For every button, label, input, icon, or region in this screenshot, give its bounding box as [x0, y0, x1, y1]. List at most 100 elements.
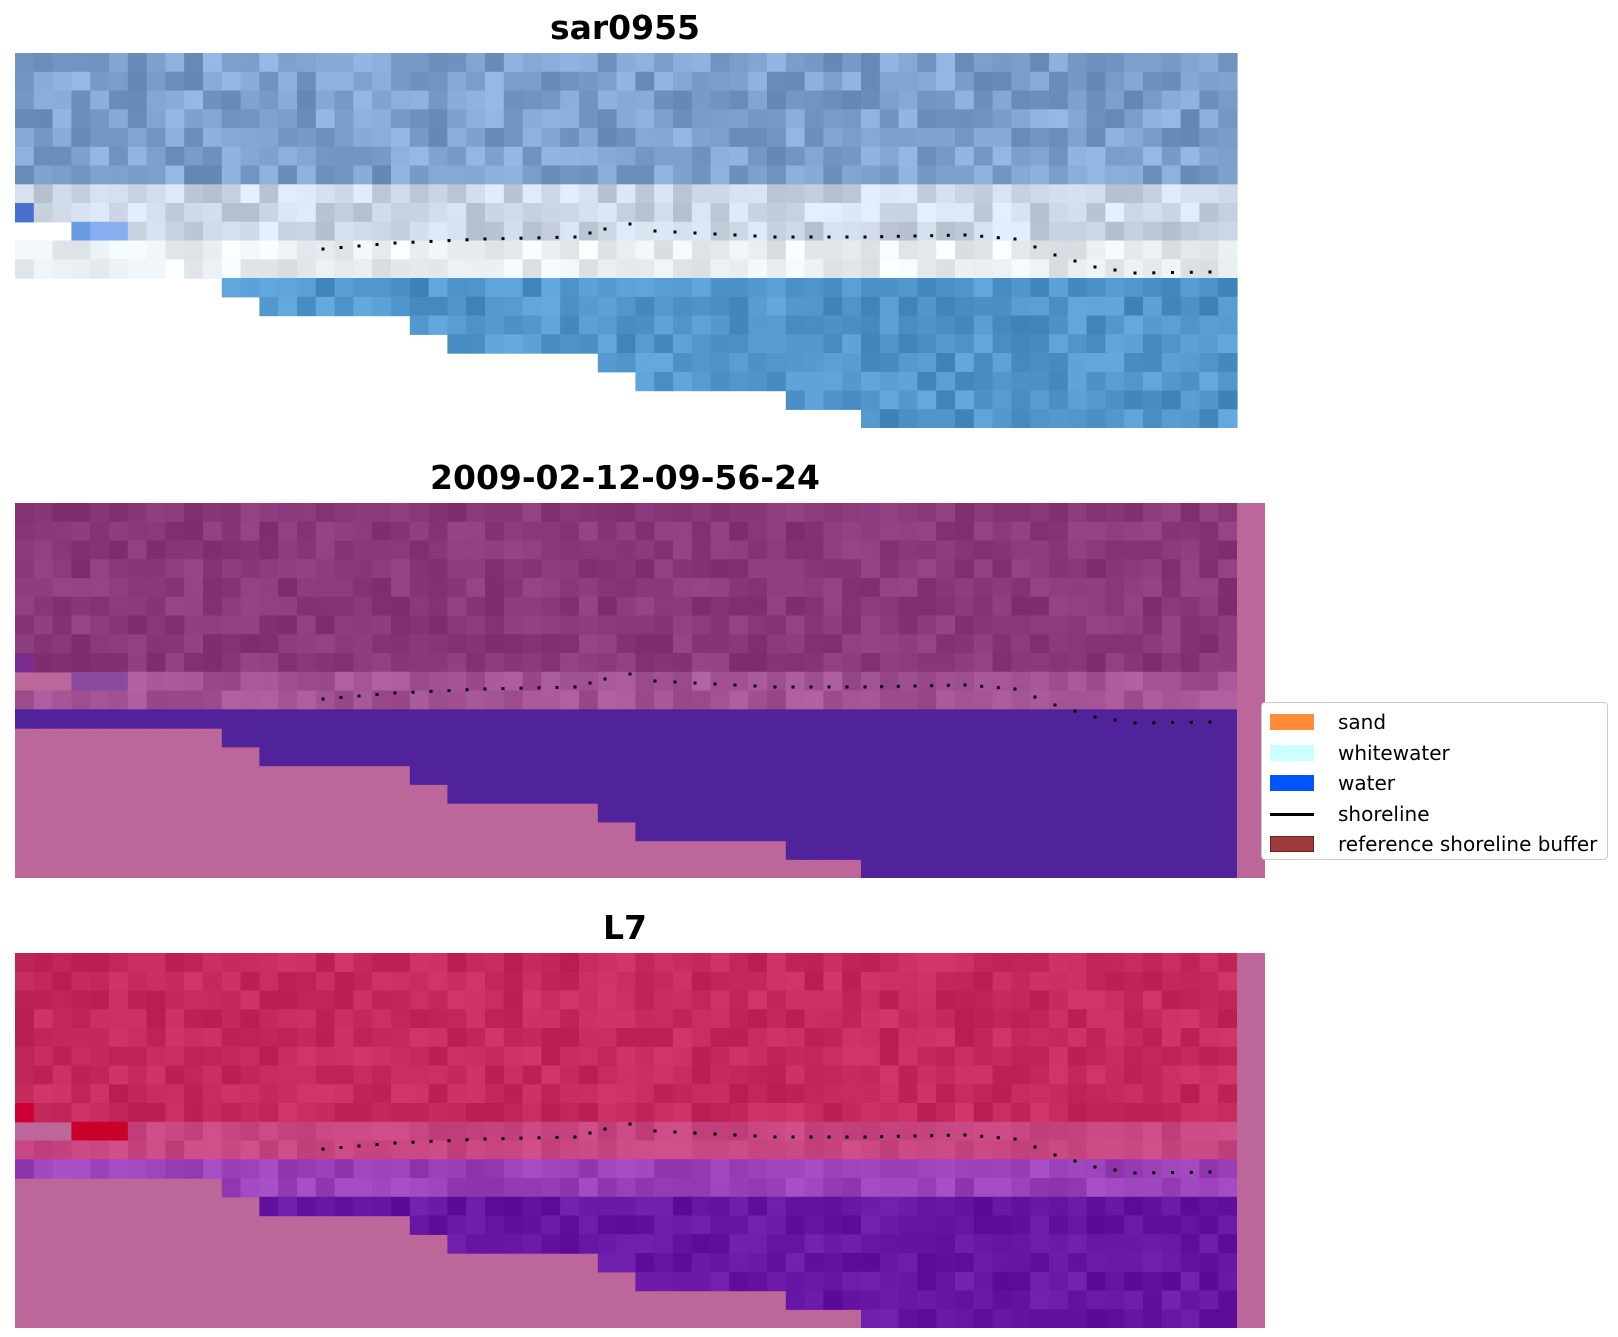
pixel	[992, 1234, 1012, 1254]
pixel	[992, 1178, 1012, 1198]
pixel	[15, 578, 35, 598]
pixel	[353, 1009, 373, 1029]
pixel	[767, 240, 787, 260]
pixel	[673, 503, 693, 523]
pixel	[428, 146, 448, 167]
pixel	[1218, 184, 1238, 204]
pixel	[579, 971, 599, 992]
pixel	[541, 334, 561, 354]
pixel	[1180, 1309, 1200, 1328]
pixel	[315, 746, 336, 767]
pixel	[936, 503, 956, 523]
pixel	[597, 1178, 618, 1198]
pixel	[353, 1121, 373, 1142]
pixel	[1143, 53, 1163, 73]
pixel	[1067, 109, 1088, 129]
pixel	[673, 203, 693, 223]
pixel	[861, 1253, 881, 1273]
pixel	[485, 728, 505, 748]
pixel	[1030, 690, 1050, 710]
pixel	[447, 1140, 467, 1160]
pixel	[485, 1140, 505, 1160]
pixel	[33, 146, 54, 167]
pixel	[616, 784, 636, 804]
pixel	[842, 1159, 862, 1179]
pixel	[785, 278, 806, 298]
pixel	[1030, 1084, 1050, 1104]
pixel	[127, 240, 148, 260]
pixel	[842, 296, 862, 317]
pixel	[1218, 1009, 1238, 1029]
pixel	[1199, 559, 1219, 579]
pixel	[804, 578, 824, 598]
pixel	[165, 634, 185, 654]
pixel	[1180, 521, 1200, 542]
pixel	[767, 709, 787, 729]
pixel	[447, 671, 467, 692]
pixel	[710, 1103, 730, 1123]
pixel	[691, 1159, 712, 1179]
pixel	[579, 784, 599, 804]
pixel	[297, 184, 317, 204]
pixel	[973, 1196, 994, 1217]
shoreline-point	[791, 235, 795, 239]
pixel	[710, 315, 730, 335]
pixel	[522, 128, 542, 148]
pixel	[1105, 1234, 1125, 1254]
pixel	[1105, 1084, 1125, 1104]
pixel	[635, 653, 655, 673]
pixel	[1161, 221, 1182, 242]
pixel	[936, 1178, 956, 1198]
pixel	[767, 578, 787, 598]
pixel	[541, 953, 561, 973]
pixel	[240, 1121, 260, 1142]
pixel	[466, 690, 486, 710]
pixel	[673, 728, 693, 748]
pixel	[673, 615, 693, 635]
pixel	[804, 221, 824, 242]
pixel	[52, 165, 72, 185]
pixel	[278, 90, 298, 110]
pixel	[710, 109, 730, 129]
shoreline-point	[713, 682, 717, 686]
pixel	[936, 690, 956, 710]
pixel	[428, 559, 448, 579]
pixel	[259, 1103, 279, 1123]
pixel	[278, 596, 298, 617]
pixel	[748, 278, 768, 298]
pixel	[673, 540, 693, 560]
pixel	[936, 1271, 956, 1292]
pixel	[729, 1215, 749, 1235]
pixel	[165, 146, 185, 167]
pixel	[879, 840, 900, 860]
pixel	[127, 109, 148, 129]
pixel	[955, 521, 975, 542]
pixel	[1030, 1028, 1050, 1048]
pixel	[1161, 634, 1182, 654]
pixel	[1086, 803, 1106, 823]
pixel	[485, 146, 505, 167]
pixel	[898, 634, 918, 654]
pixel	[1011, 521, 1031, 542]
pixel	[466, 165, 486, 185]
pixel	[729, 259, 749, 279]
pixel	[861, 615, 881, 635]
pixel	[748, 1159, 768, 1179]
pixel	[391, 521, 411, 542]
pixel	[560, 1084, 580, 1104]
pixel	[936, 859, 956, 878]
pixel	[165, 1121, 185, 1142]
pixel	[879, 728, 900, 748]
pixel	[203, 1159, 223, 1179]
pixel	[635, 821, 655, 842]
pixel	[522, 1178, 542, 1198]
pixel	[353, 109, 373, 129]
panel-title-3: L7	[603, 908, 647, 947]
pixel	[71, 540, 91, 560]
pixel	[955, 971, 975, 992]
pixel	[71, 1121, 91, 1142]
pixel	[898, 971, 918, 992]
pixel	[597, 203, 618, 223]
pixel	[1105, 578, 1125, 598]
pixel	[785, 521, 806, 542]
